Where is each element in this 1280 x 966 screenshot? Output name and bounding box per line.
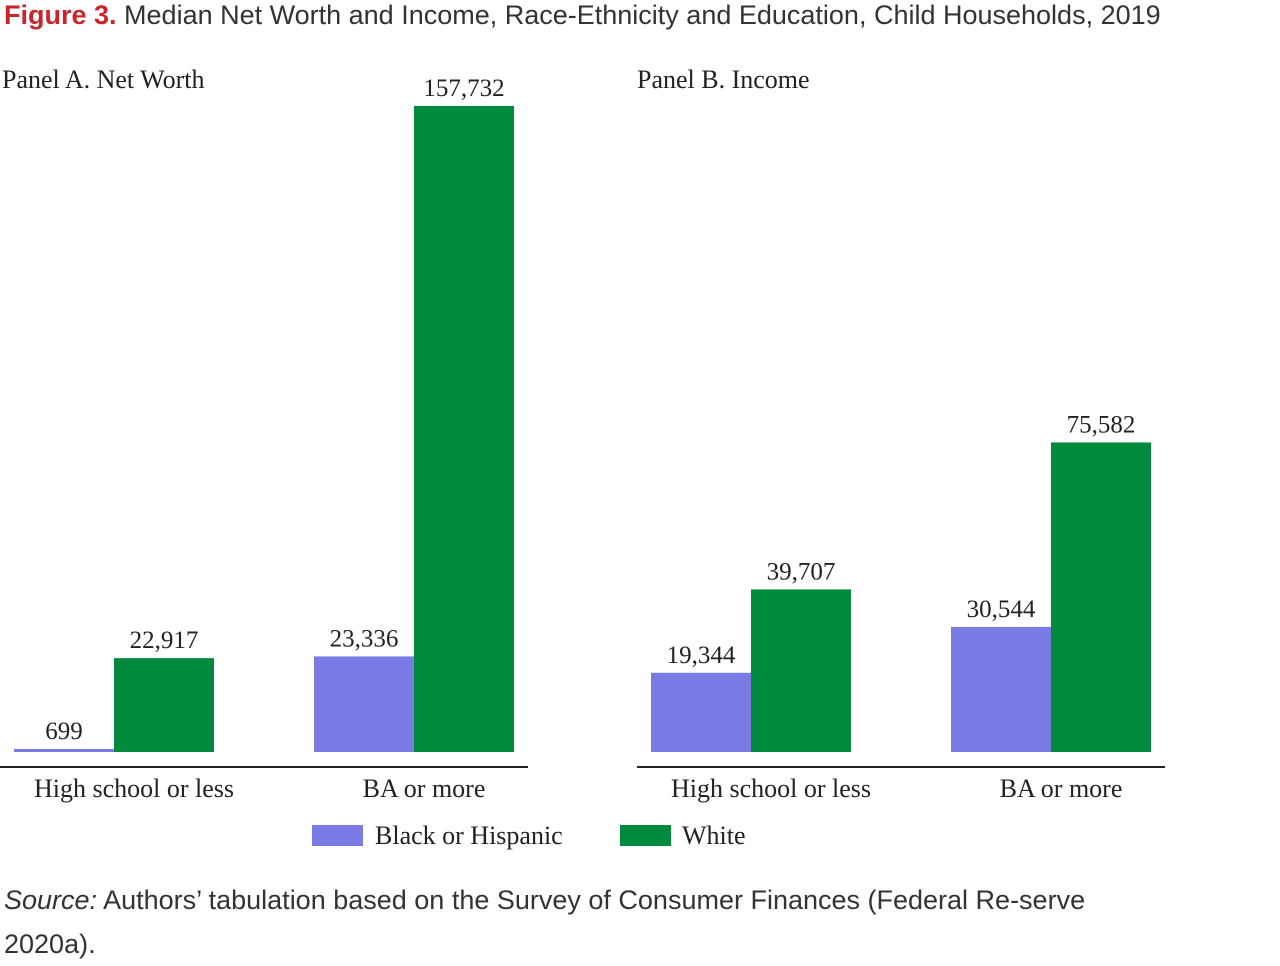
figure-label: Figure 3. xyxy=(4,0,117,30)
data-label: 699 xyxy=(45,718,83,745)
data-label: 22,917 xyxy=(130,627,199,654)
category-label: High school or less xyxy=(34,774,234,803)
legend-swatch xyxy=(312,825,363,846)
bar xyxy=(414,106,514,752)
bar xyxy=(1051,442,1151,752)
bar xyxy=(651,672,751,752)
bar-chart: Panel A. Net Worth High school or less 699… xyxy=(0,65,1165,850)
source-text: Authors’ tabulation based on the Survey … xyxy=(4,885,1086,959)
source-note: Source: Authors’ tabulation based on the… xyxy=(4,878,1154,966)
category-label: High school or less xyxy=(671,774,871,803)
bar xyxy=(14,749,114,752)
figure-title-text: Median Net Worth and Income, Race-Ethnic… xyxy=(124,0,1161,30)
data-label: 23,336 xyxy=(330,625,399,652)
bar xyxy=(951,626,1051,752)
bar xyxy=(114,658,214,752)
data-label: 157,732 xyxy=(423,75,504,102)
legend-label: White xyxy=(682,821,746,850)
figure-title: Figure 3. Median Net Worth and Income, R… xyxy=(4,0,1161,31)
source-lead: Source: xyxy=(4,885,98,915)
category-label: BA or more xyxy=(1000,774,1123,803)
legend-swatch xyxy=(620,825,671,846)
panel-title: Panel B. Income xyxy=(637,65,810,94)
data-label: 30,544 xyxy=(967,596,1036,623)
data-label: 39,707 xyxy=(767,558,836,585)
panel-title: Panel A. Net Worth xyxy=(2,65,205,94)
category-label: BA or more xyxy=(363,774,486,803)
bar xyxy=(751,589,851,752)
legend-label: Black or Hispanic xyxy=(375,821,563,850)
data-label: 19,344 xyxy=(667,642,736,669)
data-label: 75,582 xyxy=(1067,411,1136,438)
bar xyxy=(314,656,414,752)
